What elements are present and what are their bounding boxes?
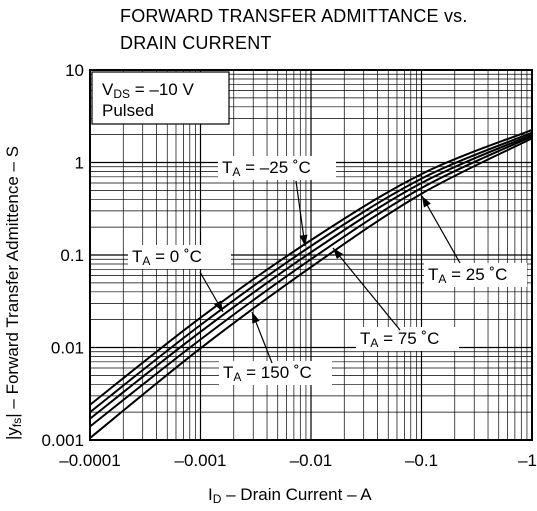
series-line-4 xyxy=(89,137,533,439)
vds-condition: VDS = –10 V xyxy=(102,80,194,101)
leader-lines xyxy=(199,180,461,364)
plot-frame xyxy=(89,69,533,441)
y-tick-label: 0.01 xyxy=(51,339,84,358)
arrow-head-4 xyxy=(252,312,260,324)
chart-title-line-2: DRAIN CURRENT xyxy=(120,33,272,53)
y-tick-label: 1 xyxy=(75,154,84,173)
series-label-bg-4 xyxy=(219,361,332,385)
x-axis-label: ID – Drain Current – A xyxy=(208,485,372,506)
pulsed-condition: Pulsed xyxy=(102,101,154,120)
series-label-3: TA = 75 ˚C xyxy=(360,329,439,350)
y-tick-label: 10 xyxy=(65,61,84,80)
y-tick-label: 0.001 xyxy=(41,431,84,450)
series-label-bg-0 xyxy=(218,156,336,180)
series-label-0: TA = –25 ˚C xyxy=(222,158,311,179)
x-tick-label: –1 xyxy=(518,451,537,470)
series-label-4: TA = 150 ˚C xyxy=(223,363,312,384)
x-tick-label: –0.001 xyxy=(175,451,227,470)
arrow-head-3 xyxy=(333,248,344,259)
series-line-0 xyxy=(89,128,533,406)
leader-line-2 xyxy=(421,195,461,264)
conditions-box: VDS = –10 V Pulsed xyxy=(91,71,230,125)
label-boxes: TA = –25 ˚C TA = 0 ˚C TA = 25 ˚C TA = 75 ˚C… xyxy=(128,156,527,385)
arrow-head-0 xyxy=(299,234,308,246)
x-tick-label: –0.0001 xyxy=(59,451,120,470)
chart-title-line-1: FORWARD TRANSFER ADMITTANCE vs. xyxy=(120,6,468,26)
arrow-head-1 xyxy=(214,300,223,312)
series-label-bg-1 xyxy=(128,245,231,269)
series-line-2 xyxy=(89,133,533,420)
y-axis-label: |yfs| – Forward Transfer Admittence – S xyxy=(3,146,24,440)
x-tick-label: –0.01 xyxy=(290,451,333,470)
series-label-bg-2 xyxy=(424,263,527,287)
series-line-3 xyxy=(89,135,533,428)
curves xyxy=(89,128,533,439)
series-label-2: TA = 25 ˚C xyxy=(428,265,507,286)
series-label-bg-3 xyxy=(356,327,459,351)
leader-line-3 xyxy=(332,247,401,331)
tick-labels: –0.0001 –0.001 –0.01 –0.1 –1 0.001 0.01 0.1 1 10 xyxy=(41,61,537,470)
arrow-head-2 xyxy=(422,196,431,208)
series-line-1 xyxy=(89,131,533,413)
x-tick-label: –0.1 xyxy=(405,451,438,470)
y-tick-label: 0.1 xyxy=(60,246,84,265)
series-label-1: TA = 0 ˚C xyxy=(132,247,202,268)
